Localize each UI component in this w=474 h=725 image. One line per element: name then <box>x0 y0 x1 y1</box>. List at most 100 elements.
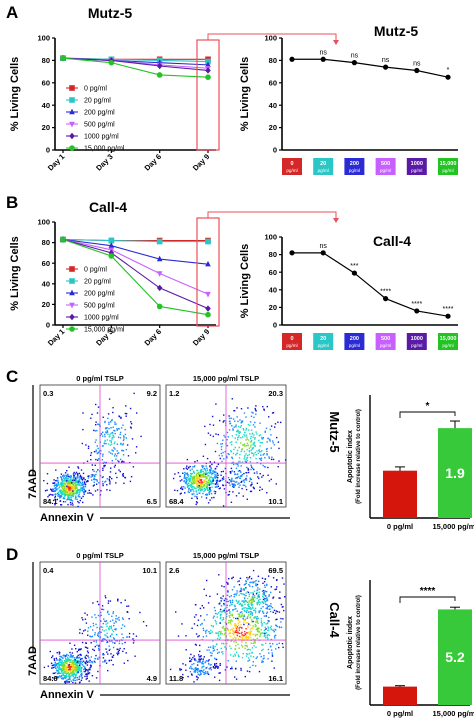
panel-d-flow-treated-event-dot <box>231 601 234 603</box>
panel-d-flow-treated-event-dot <box>177 635 180 637</box>
panel-d-flow-control-event-dot <box>80 663 82 665</box>
b-right-y-tick-label: 60 <box>269 268 277 277</box>
panel-d-flow-treated-event-dot <box>220 611 222 613</box>
panel-d-flow-treated-event-dot <box>267 575 270 577</box>
panel-d-flow-control-event-dot <box>106 611 109 614</box>
panel-d-flow-treated-event-dot <box>264 578 266 580</box>
panel-d-flow-treated-event-dot <box>222 627 224 629</box>
panel-d-flow-treated-event-dot <box>220 651 223 653</box>
panel-d-flow-treated-event-dot <box>248 593 251 595</box>
panel-d-flow-control-event-dot <box>64 670 66 672</box>
panel-c-flow-treated-event-dot <box>209 434 212 436</box>
panel-c-flow-treated-event-dot <box>253 434 255 436</box>
panel-c-flow-control-event-dot <box>75 495 77 497</box>
panel-c-flow-treated-event-dot <box>205 473 207 475</box>
panel-d-flow-treated-event-dot <box>205 671 207 673</box>
panel-d-flow-treated-event-dot <box>231 666 233 668</box>
panel-d-flow-control-event-dot <box>91 675 94 677</box>
panel-d-flow-treated-event-dot <box>267 627 270 629</box>
panel-c-flow-treated-event-dot <box>223 458 225 460</box>
panel-c-flow-control-event-dot <box>66 470 68 472</box>
panel-d-flow-treated-event-dot <box>198 635 200 637</box>
panel-d-flow-treated-event-dot <box>231 599 234 601</box>
panel-d-flow-treated-event-dot <box>227 628 229 631</box>
panel-d-flow-treated-event-dot <box>238 594 240 596</box>
panel-d-flow-treated-event-dot <box>279 591 281 593</box>
panel-d-flow-control-event-dot <box>68 675 70 678</box>
panel-d-flow-control-event-dot <box>72 660 74 662</box>
panel-d-flow-treated-event-dot <box>217 666 220 668</box>
panel-c-flow-control-event-dot <box>64 479 67 481</box>
panel-d-flow-control-event-dot <box>76 666 79 668</box>
panel-c-flow-treated-event-dot <box>246 475 248 477</box>
panel-d-flow-treated-event-dot <box>249 608 251 610</box>
panel-c-flow-treated-event-dot <box>191 479 193 481</box>
panel-d-flow-control-event-dot <box>63 670 65 673</box>
panel-d-flow-treated-event-dot <box>255 618 258 620</box>
panel-d-flow-control-event-dot <box>80 669 82 671</box>
panel-c-flow-treated-event-dot <box>258 457 261 460</box>
panel-d-flow-control-event-dot <box>54 672 57 674</box>
panel-d-flow-treated-event-dot <box>244 607 246 609</box>
panel-c-flow-control-event-dot <box>131 438 134 440</box>
panel-d-flow-treated-event-dot <box>233 630 236 633</box>
panel-d-flow-control-event-dot <box>62 668 64 670</box>
panel-c-flow-treated-event-dot <box>184 492 186 494</box>
panel-d-flow-treated-event-dot <box>280 603 283 606</box>
panel-d-flow-treated-event-dot <box>242 617 244 620</box>
panel-c-flow-treated-event-dot <box>227 453 229 455</box>
panel-c-flow-treated-event-dot <box>185 478 188 481</box>
panel-c-flow-control-event-dot <box>122 443 125 445</box>
panel-c-flow-treated-event-dot <box>233 463 235 466</box>
b-left-data-point <box>156 284 163 292</box>
panel-d-flow-control-event-dot <box>71 652 74 654</box>
b-left-y-tick-label: 100 <box>37 218 50 227</box>
panel-d-flow-treated-event-dot <box>261 661 263 663</box>
panel-d-flow-control-event-dot <box>135 635 138 637</box>
panel-c-flow-treated-event-dot <box>208 491 210 493</box>
panel-c-flow-control-event-dot <box>96 412 99 414</box>
panel-d-flow-control-event-dot <box>81 632 84 635</box>
panel-d-flow-treated-event-dot <box>220 630 222 633</box>
panel-d-flow-treated-event-dot <box>249 610 251 613</box>
panel-c-flow-control-event-dot <box>69 492 71 494</box>
panel-c-flow-treated-event-dot <box>251 448 253 450</box>
panel-d-flow-treated-event-dot <box>221 633 223 635</box>
panel-c-flow-treated-event-dot <box>236 449 239 452</box>
panel-d-flow-control-event-dot <box>66 675 68 678</box>
panel-c-flow-treated-event-dot <box>200 483 203 485</box>
panel-c-flow-control-event-dot <box>78 494 80 496</box>
panel-c-flow-control-event-dot <box>66 482 68 485</box>
panel-c-flow-treated-event-dot <box>200 480 202 482</box>
b-left-x-tick-label: Day 1 <box>46 327 67 348</box>
panel-c-flow-treated-event-dot <box>253 441 256 443</box>
panel-d-flow-treated-event-dot <box>234 625 236 627</box>
panel-c-flow-treated-event-dot <box>243 479 246 481</box>
panel-c-flow-control-event-dot <box>57 483 60 486</box>
panel-d-flow-control-event-dot <box>97 634 99 637</box>
panel-c-flow-control-event-dot <box>122 454 125 456</box>
panel-c-flow-control-event-dot <box>95 439 97 441</box>
panel-c-flow-treated-event-dot <box>199 487 201 489</box>
panel-c-flow-treated-event-dot <box>194 461 196 463</box>
panel-d-flow-control-event-dot <box>84 661 86 664</box>
panel-c-flow-treated-event-dot <box>261 442 263 444</box>
panel-d-flow-treated-event-dot <box>227 660 229 662</box>
panel-d-flow-treated-event-dot <box>242 615 244 618</box>
panel-d-flow-control-event-dot <box>107 610 109 612</box>
panel-d-flow-control-event-dot <box>109 620 112 622</box>
panel-d-flow-control-event-dot <box>85 662 87 665</box>
panel-c-flow-treated-event-dot <box>246 498 248 500</box>
panel-d-flow-treated-event-dot <box>242 621 245 624</box>
panel-c-flow-control-event-dot <box>118 415 120 417</box>
b-right-data-point <box>414 308 420 314</box>
panel-c-flow-treated-event-dot <box>227 436 229 438</box>
panel-d-flow-control-event-dot <box>57 663 60 665</box>
panel-c-flow-control-event-dot <box>117 427 120 430</box>
panel-c-flow-treated-event-dot <box>235 434 237 436</box>
panel-c-flow-treated-event-dot <box>240 471 242 473</box>
panel-c-flow-control-event-dot <box>68 466 70 468</box>
panel-c-flow-treated-event-dot <box>237 470 240 472</box>
panel-d-flow-control-event-dot <box>112 612 114 615</box>
panel-c-flow-treated-event-dot <box>193 472 196 474</box>
